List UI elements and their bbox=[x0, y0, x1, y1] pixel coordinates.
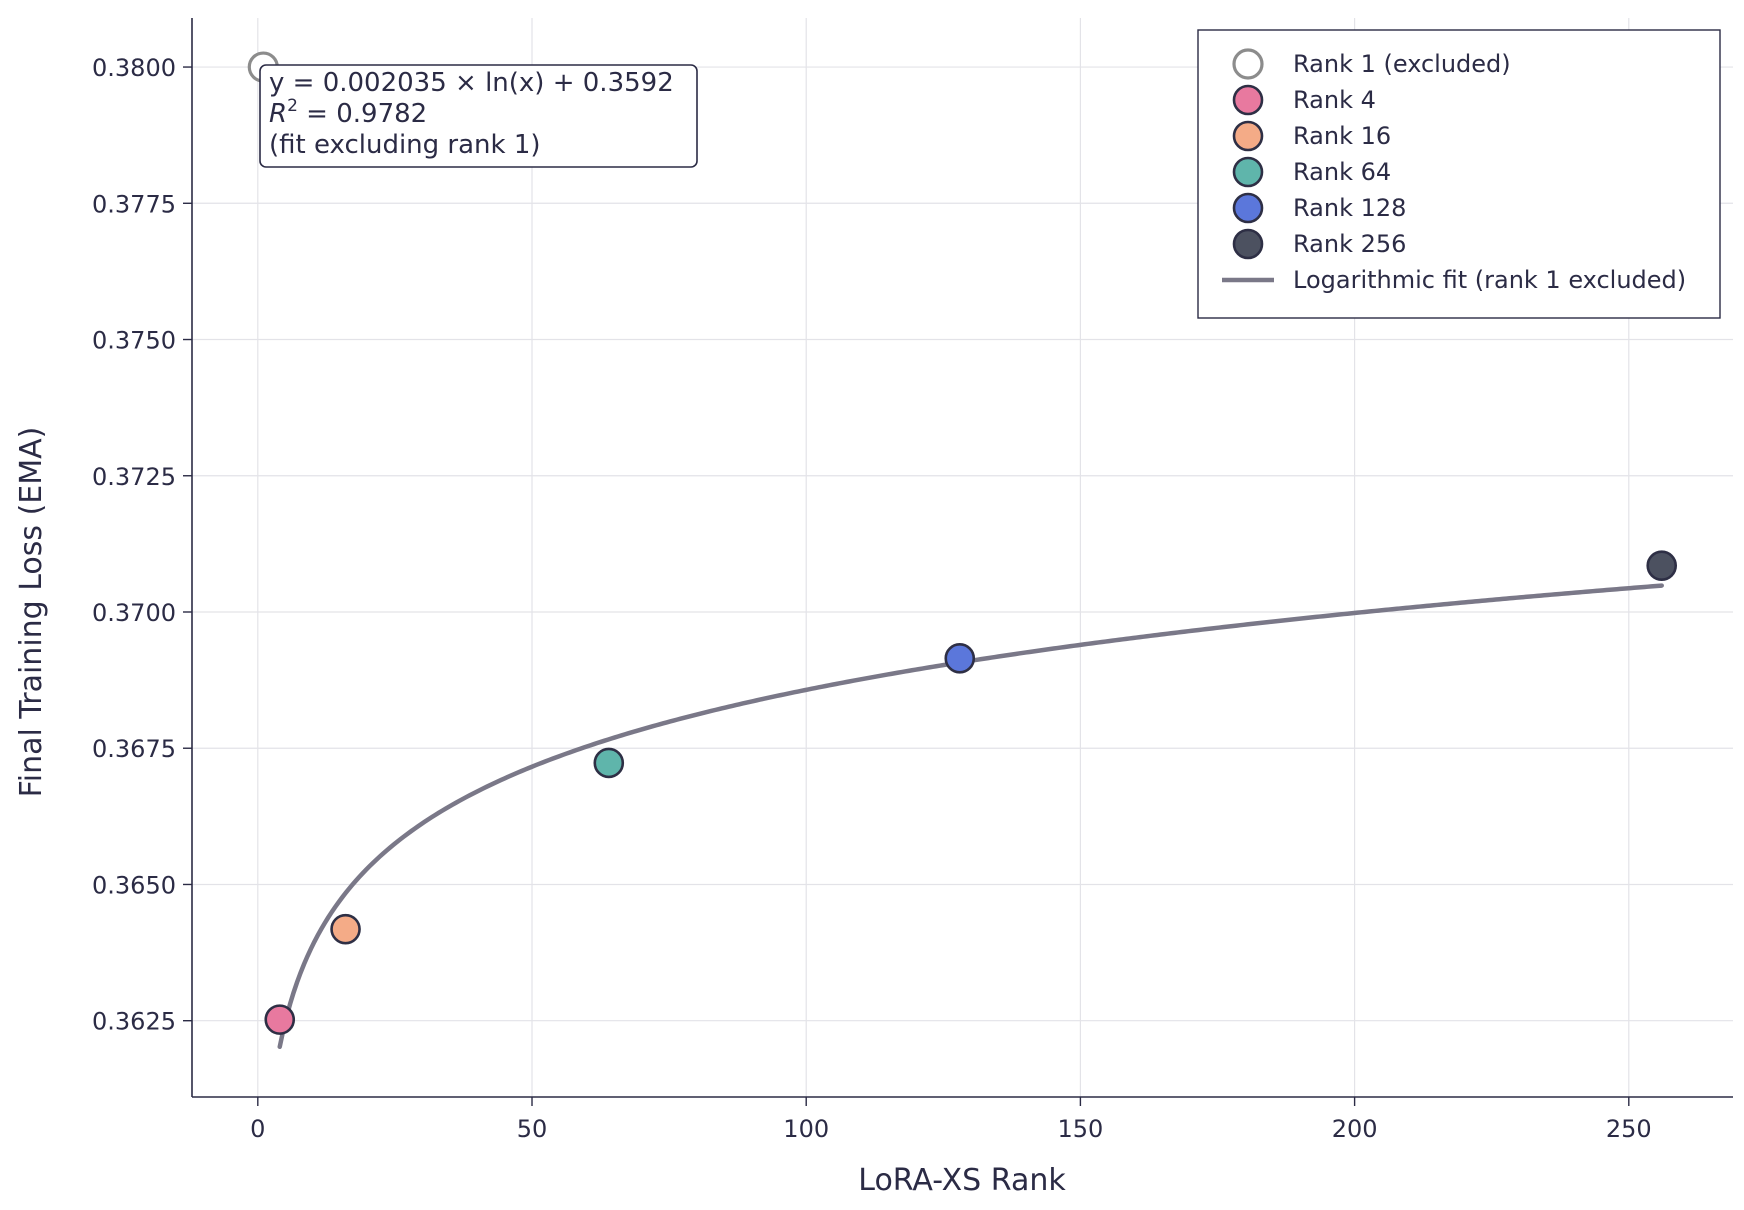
y-tick-label: 0.3800 bbox=[92, 54, 176, 82]
legend-label-rank-256: Rank 256 bbox=[1293, 230, 1406, 258]
y-tick-label: 0.3750 bbox=[92, 327, 176, 355]
x-tick-label: 150 bbox=[1057, 1115, 1103, 1143]
legend-box bbox=[1197, 29, 1721, 319]
x-tick-label: 200 bbox=[1332, 1115, 1378, 1143]
fit-annotation-box bbox=[259, 64, 698, 168]
legend-marker-rank-256 bbox=[1232, 228, 1264, 260]
fit-r-squared: R2 = 0.9782 bbox=[269, 96, 427, 129]
y-tick-label: 0.3700 bbox=[92, 599, 176, 627]
legend-marker-rank-4 bbox=[1232, 84, 1264, 116]
y-tick-label: 0.3625 bbox=[92, 1008, 176, 1036]
legend-marker-rank-64 bbox=[1232, 156, 1264, 188]
x-tick-label: 100 bbox=[783, 1115, 829, 1143]
r2-exponent: 2 bbox=[287, 96, 298, 116]
r2-symbol: R bbox=[269, 99, 287, 129]
legend-label-rank-16: Rank 16 bbox=[1293, 122, 1391, 150]
y-tick-label: 0.3775 bbox=[92, 190, 176, 218]
legend: Rank 1 (excluded) Rank 4 Rank 16 Rank 64 Ran… bbox=[1197, 29, 1721, 319]
fit-annotation: y = 0.002035 × ln(x) + 0.3592 R2 = 0.978… bbox=[259, 64, 698, 168]
x-tick-label: 50 bbox=[517, 1115, 548, 1143]
y-tick-label: 0.3675 bbox=[92, 735, 176, 763]
point-rank-64 bbox=[593, 747, 625, 779]
legend-label-rank-128: Rank 128 bbox=[1293, 194, 1406, 222]
fit-note: (fit excluding rank 1) bbox=[269, 130, 541, 160]
legend-marker-rank-1 bbox=[1232, 48, 1264, 80]
point-rank-16 bbox=[330, 913, 361, 945]
legend-label-fit: Logarithmic fit (rank 1 excluded) bbox=[1293, 266, 1686, 294]
legend-marker-rank-128 bbox=[1232, 192, 1264, 224]
legend-marker-rank-16 bbox=[1232, 120, 1264, 152]
axes bbox=[183, 18, 1733, 1106]
point-rank-4 bbox=[264, 1004, 296, 1035]
point-rank-256 bbox=[1646, 550, 1678, 581]
fit-equation: y = 0.002035 × ln(x) + 0.3592 bbox=[269, 68, 674, 98]
point-rank-128 bbox=[944, 643, 976, 674]
x-tick-label: 250 bbox=[1606, 1115, 1652, 1143]
x-tick-label: 0 bbox=[250, 1115, 265, 1143]
y-axis-title: Final Training Loss (EMA) bbox=[14, 427, 49, 798]
y-tick-label: 0.3650 bbox=[92, 871, 176, 899]
r2-value: = 0.9782 bbox=[298, 99, 427, 129]
legend-label-rank-64: Rank 64 bbox=[1293, 158, 1391, 186]
legend-label-rank-1: Rank 1 (excluded) bbox=[1293, 50, 1511, 78]
tick-labels: 0 50 100 150 200 250 0.3625 0.3650 0.3675 0.3700 0… bbox=[92, 54, 1652, 1143]
x-axis-title: LoRA-XS Rank bbox=[858, 1163, 1066, 1198]
y-tick-label: 0.3725 bbox=[92, 463, 176, 491]
legend-label-rank-4: Rank 4 bbox=[1293, 86, 1376, 114]
